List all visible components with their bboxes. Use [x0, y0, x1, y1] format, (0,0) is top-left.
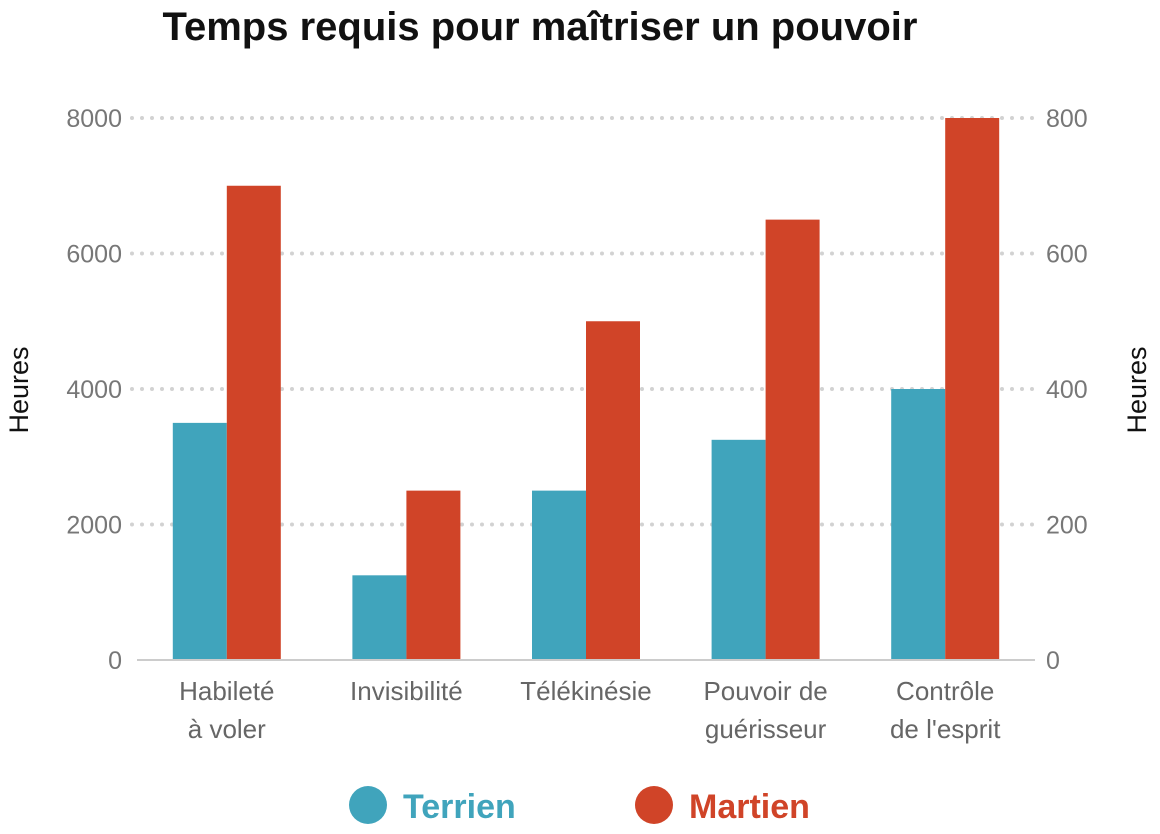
category-label: Pouvoir de guérisseur — [703, 676, 827, 744]
legend-label-terrien: Terrien — [403, 788, 516, 826]
y-left-tick-label: 6000 — [66, 241, 122, 269]
y-left-axis-label: Heures — [4, 346, 34, 433]
y-right-tick-label: 0 — [1046, 647, 1060, 675]
right-ticks: 0 200 400 600 800 — [1046, 105, 1088, 675]
chart-title: Temps requis pour maîtriser un pouvoir — [163, 5, 918, 49]
category-labels: Habileté à voler Invisibilité Télékinésie Po… — [179, 676, 1001, 744]
bar-terrien — [891, 389, 946, 660]
legend-label-martien: Martien — [689, 788, 810, 826]
y-left-tick-label: 2000 — [66, 512, 122, 540]
grid-lines — [130, 116, 1042, 527]
y-right-tick-label: 800 — [1046, 105, 1088, 133]
y-right-tick-label: 200 — [1046, 512, 1088, 540]
category-label: Invisibilité — [350, 676, 463, 706]
y-left-tick-label: 4000 — [66, 376, 122, 404]
y-left-tick-label: 8000 — [66, 105, 122, 133]
legend-swatch-terrien — [349, 786, 387, 824]
y-left-tick-label: 0 — [108, 647, 122, 675]
bar-martien — [226, 185, 281, 660]
bar-terrien — [711, 439, 766, 660]
left-ticks: 0 2000 4000 6000 8000 — [66, 105, 122, 675]
category-label: Contrôle de l'esprit — [890, 676, 1001, 744]
category-label: Habileté à voler — [179, 676, 274, 744]
bar-martien — [765, 219, 820, 660]
bar-martien — [586, 321, 640, 660]
bar-martien — [406, 490, 461, 660]
y-right-tick-label: 400 — [1046, 376, 1088, 404]
bar-terrien — [352, 575, 407, 660]
legend: Terrien Martien — [349, 786, 810, 826]
bar-martien — [945, 118, 1000, 660]
category-label: Télékinésie — [520, 676, 652, 706]
bars — [172, 118, 1000, 660]
y-right-axis-label: Heures — [1122, 346, 1152, 433]
bar-terrien — [172, 422, 227, 660]
legend-swatch-martien — [635, 786, 673, 824]
y-right-tick-label: 600 — [1046, 241, 1088, 269]
bar-terrien — [532, 490, 586, 660]
